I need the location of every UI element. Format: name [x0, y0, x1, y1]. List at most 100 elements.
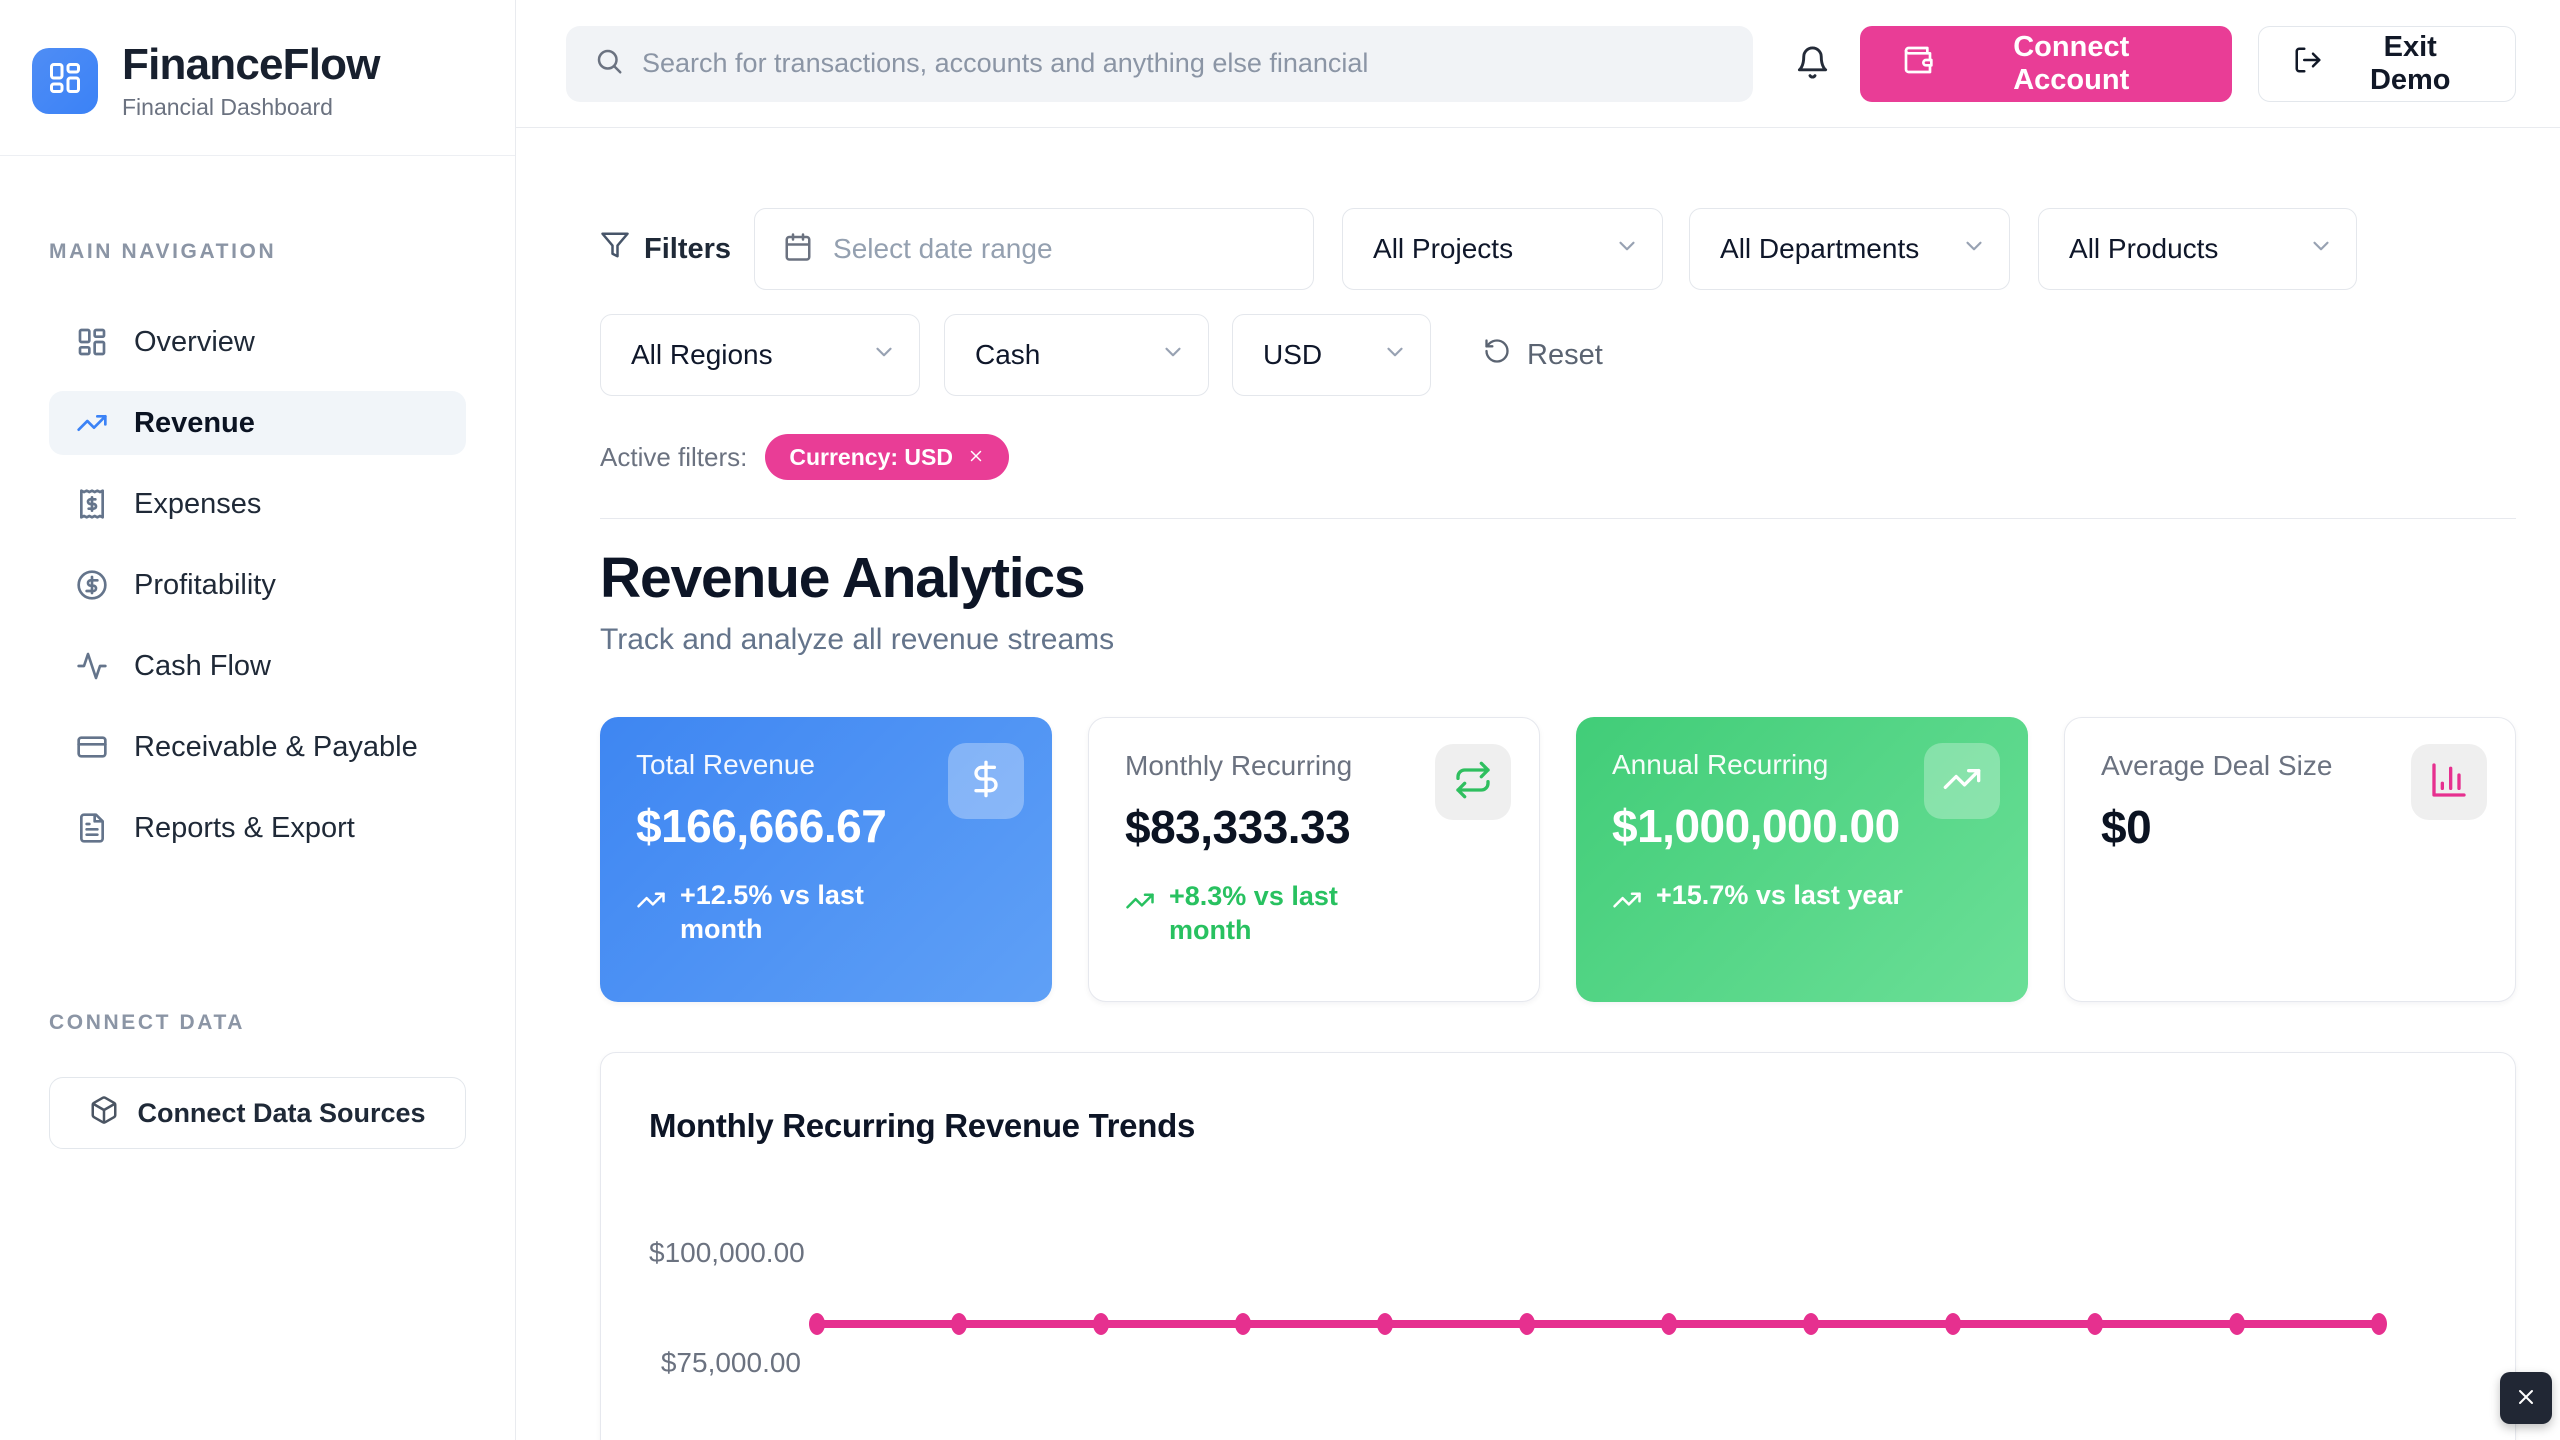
regions-select[interactable]: All Regions — [600, 314, 920, 396]
funnel-icon — [600, 230, 630, 268]
date-range-placeholder: Select date range — [833, 233, 1053, 264]
chevron-down-icon — [1382, 339, 1408, 372]
brand-tagline: Financial Dashboard — [122, 94, 333, 120]
page-subtitle: Track and analyze all revenue streams — [600, 623, 1115, 656]
active-filters-row: Active filters: Currency: USD — [600, 434, 2516, 480]
chevron-down-icon — [2308, 233, 2334, 266]
sidebar-item-label: Expenses — [134, 487, 262, 520]
stat-value: $166,666.67 — [636, 800, 887, 852]
data-point — [1519, 1313, 1535, 1335]
connect-account-label: Connect Account — [2013, 30, 2130, 96]
connect-account-button[interactable]: Connect Account — [1860, 25, 2233, 102]
main-navigation: Overview Revenue Expenses Profitability … — [0, 310, 515, 877]
trending-up-icon — [76, 407, 108, 439]
notifications-button[interactable] — [1795, 45, 1830, 83]
trending-up-icon — [1942, 759, 1982, 804]
chart-line — [809, 1313, 2387, 1335]
sidebar-item-label: Profitability — [134, 568, 276, 601]
sidebar-item-expenses[interactable]: Expenses — [49, 472, 466, 536]
stat-value: $0 — [2101, 801, 2152, 853]
overlay-close-button[interactable] — [2500, 1372, 2552, 1424]
stat-card-monthly-recurring: Monthly Recurring $83,333.33 +8.3% vs la… — [1088, 717, 1540, 1002]
data-point — [809, 1313, 825, 1335]
currency-select[interactable]: USD — [1232, 314, 1431, 396]
active-filters-label: Active filters: — [600, 441, 748, 472]
wallet-icon — [1902, 44, 1934, 84]
credit-card-icon — [76, 731, 108, 763]
connect-data-sources-button[interactable]: Connect Data Sources — [49, 1077, 466, 1149]
search-icon — [594, 46, 624, 81]
stat-card-average-deal-size: Average Deal Size $0 — [2064, 717, 2516, 1002]
bar-chart-icon — [2429, 760, 2469, 805]
sidebar-item-label: Cash Flow — [134, 649, 271, 682]
sidebar-item-profitability[interactable]: Profitability — [49, 553, 466, 617]
section-divider — [600, 518, 2516, 519]
connect-data-sources-label: Connect Data Sources — [137, 1097, 426, 1128]
nav-section-label: MAIN NAVIGATION — [49, 240, 277, 263]
products-select-value: All Products — [2069, 233, 2219, 264]
sidebar-item-receivable-payable[interactable]: Receivable & Payable — [49, 715, 466, 779]
products-select[interactable]: All Products — [2038, 208, 2358, 290]
departments-select[interactable]: All Departments — [1689, 208, 2011, 290]
main-area: Connect Account Exit Demo Filters Select… — [516, 0, 2560, 1440]
stat-delta: +15.7% vs last year — [1612, 879, 1992, 924]
sidebar-item-label: Revenue — [134, 406, 255, 439]
sidebar-item-label: Receivable & Payable — [134, 730, 418, 763]
activity-icon — [76, 650, 108, 682]
exit-demo-label: Exit Demo — [2369, 30, 2451, 96]
dashboard-grid-icon — [47, 60, 83, 101]
dollar-circle-icon — [76, 569, 108, 601]
package-icon — [89, 1095, 119, 1132]
stat-delta: +8.3% vs last month — [1125, 880, 1503, 948]
close-icon[interactable] — [967, 444, 985, 471]
data-point — [951, 1313, 967, 1335]
date-range-input[interactable]: Select date range — [754, 208, 1315, 290]
regions-select-value: All Regions — [631, 339, 773, 370]
sidebar: FinanceFlow Financial Dashboard MAIN NAV… — [0, 0, 516, 1440]
payment-method-select[interactable]: Cash — [944, 314, 1209, 396]
data-point — [2087, 1313, 2103, 1335]
data-point — [1235, 1313, 1251, 1335]
reset-label: Reset — [1527, 338, 1603, 371]
filters-title: Filters — [600, 230, 731, 268]
app-logo — [32, 47, 98, 114]
sidebar-item-label: Reports & Export — [134, 811, 355, 844]
trending-up-icon — [1612, 879, 1642, 924]
stat-icon-chip — [1435, 744, 1511, 820]
departments-select-value: All Departments — [1720, 233, 1920, 264]
sidebar-item-cash-flow[interactable]: Cash Flow — [49, 634, 466, 698]
stat-label: Annual Recurring — [1612, 749, 1829, 780]
stat-label: Average Deal Size — [2101, 750, 2333, 781]
reset-filters-button[interactable]: Reset — [1483, 337, 1603, 373]
sidebar-item-revenue[interactable]: Revenue — [49, 391, 466, 455]
chart-title: Monthly Recurring Revenue Trends — [649, 1107, 1196, 1144]
data-point — [2229, 1313, 2245, 1335]
stat-icon-chip — [2411, 744, 2487, 820]
projects-select[interactable]: All Projects — [1342, 208, 1664, 290]
file-text-icon — [76, 812, 108, 844]
search-input[interactable] — [642, 48, 1725, 79]
active-filter-chip[interactable]: Currency: USD — [765, 434, 1009, 480]
stat-delta-text: +12.5% vs last month — [680, 880, 864, 944]
exit-demo-button[interactable]: Exit Demo — [2258, 25, 2516, 102]
sidebar-item-label: Overview — [134, 325, 255, 358]
filters-label: Filters — [644, 232, 732, 265]
stat-value: $1,000,000.00 — [1612, 800, 1900, 852]
bell-icon — [1795, 45, 1830, 83]
dollar-icon — [966, 759, 1006, 804]
chevron-down-icon — [871, 339, 897, 372]
stat-card-total-revenue: Total Revenue $166,666.67 +12.5% vs last… — [600, 717, 1052, 1002]
brand-text: FinanceFlow Financial Dashboard — [122, 40, 380, 121]
connect-section-label: CONNECT DATA — [49, 1011, 246, 1034]
mrr-trends-chart-card: Monthly Recurring Revenue Trends $100,00… — [600, 1052, 2516, 1440]
active-filter-chip-label: Currency: USD — [789, 443, 953, 470]
stat-icon-chip — [1924, 743, 2000, 819]
data-point — [1803, 1313, 1819, 1335]
sidebar-item-reports-export[interactable]: Reports & Export — [49, 796, 466, 860]
stat-cards: Total Revenue $166,666.67 +12.5% vs last… — [600, 717, 2516, 1002]
chevron-down-icon — [1961, 233, 1987, 266]
currency-select-value: USD — [1263, 339, 1323, 370]
sidebar-item-overview[interactable]: Overview — [49, 310, 466, 374]
data-point — [1377, 1313, 1393, 1335]
brand: FinanceFlow Financial Dashboard — [0, 0, 515, 156]
